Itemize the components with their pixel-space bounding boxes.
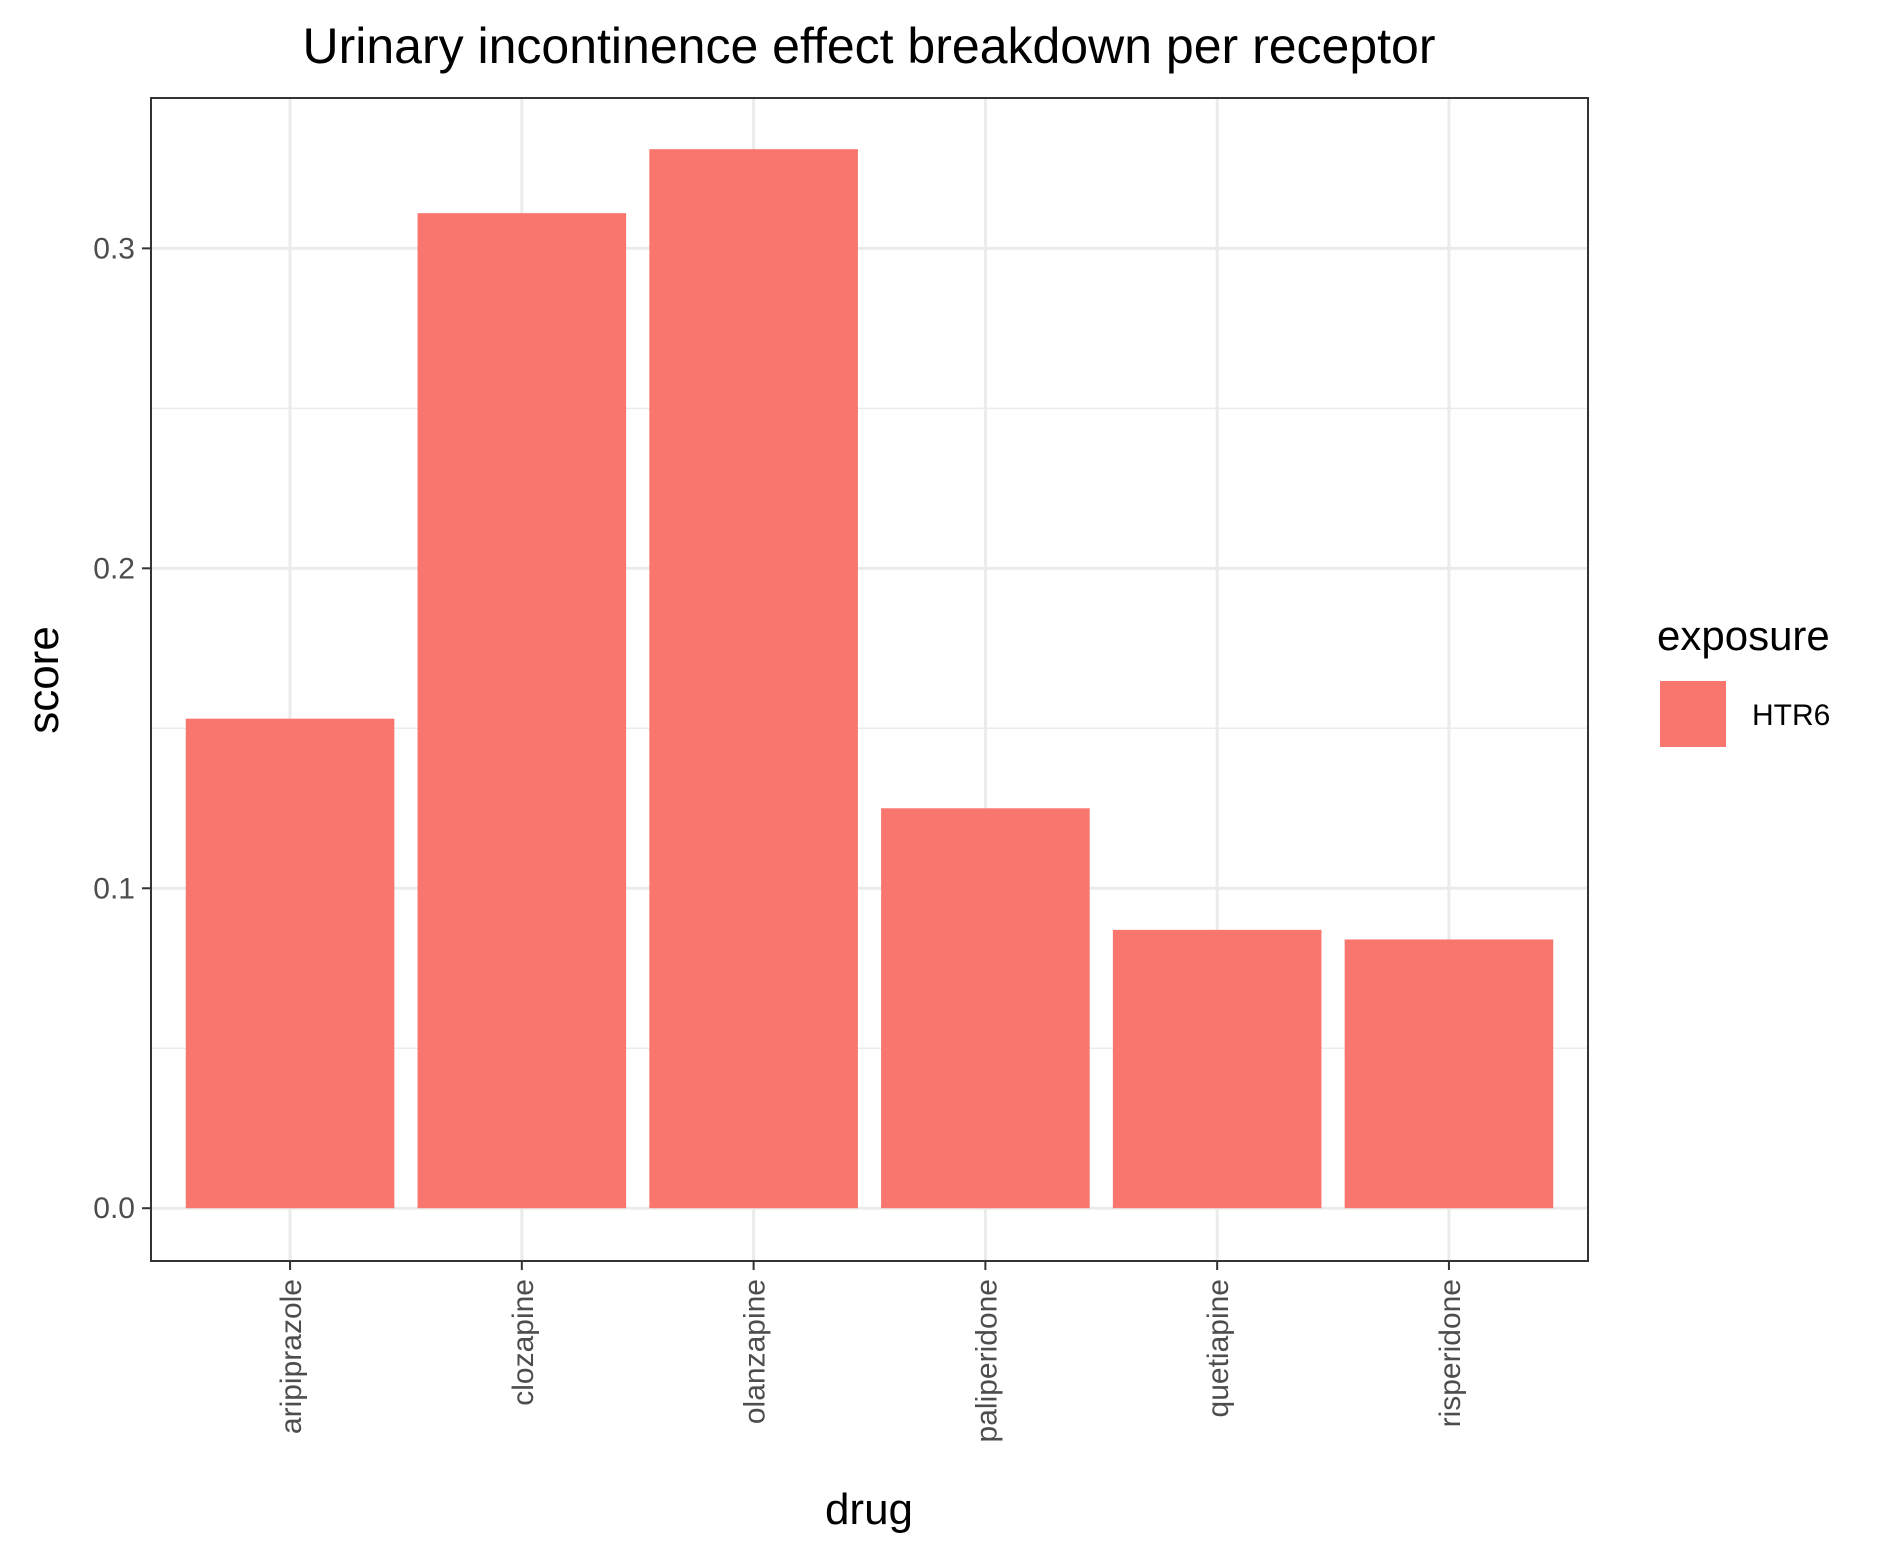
x-tick-label: olanzapine <box>739 1279 772 1424</box>
bar-olanzapine <box>649 149 858 1209</box>
legend-key-htr6 <box>1660 681 1726 747</box>
x-tick-label: clozapine <box>507 1279 540 1406</box>
y-axis-title: score <box>19 626 68 734</box>
legend-label-htr6: HTR6 <box>1752 699 1830 732</box>
bar-aripiprazole <box>185 718 395 1209</box>
bar-quetiapine <box>1112 929 1322 1209</box>
y-tick-label: 0.1 <box>93 872 135 905</box>
bars <box>185 149 1554 1209</box>
y-axis: 0.0 0.1 0.2 0.3 <box>93 232 151 1225</box>
y-tick-label: 0.0 <box>93 1192 135 1225</box>
x-tick-label: aripiprazole <box>275 1279 308 1434</box>
panel-border <box>150 97 1589 1262</box>
legend: exposure HTR6 <box>1657 612 1830 747</box>
y-tick-label: 0.3 <box>93 232 135 265</box>
y-tick-label: 0.2 <box>93 552 135 585</box>
bar-paliperidone <box>881 808 1090 1209</box>
x-axis: aripiprazole clozapine olanzapine paliperid… <box>275 1261 1467 1442</box>
x-tick-label: risperidone <box>1434 1279 1467 1427</box>
bar-clozapine <box>417 213 627 1209</box>
chart-title: Urinary incontinence effect breakdown pe… <box>302 18 1435 74</box>
x-tick-label: paliperidone <box>970 1279 1003 1442</box>
x-tick-label: quetiapine <box>1202 1279 1235 1417</box>
legend-title: exposure <box>1657 612 1830 659</box>
plot-panel <box>150 97 1589 1262</box>
x-axis-title: drug <box>825 1485 913 1534</box>
bar-risperidone <box>1344 939 1554 1209</box>
